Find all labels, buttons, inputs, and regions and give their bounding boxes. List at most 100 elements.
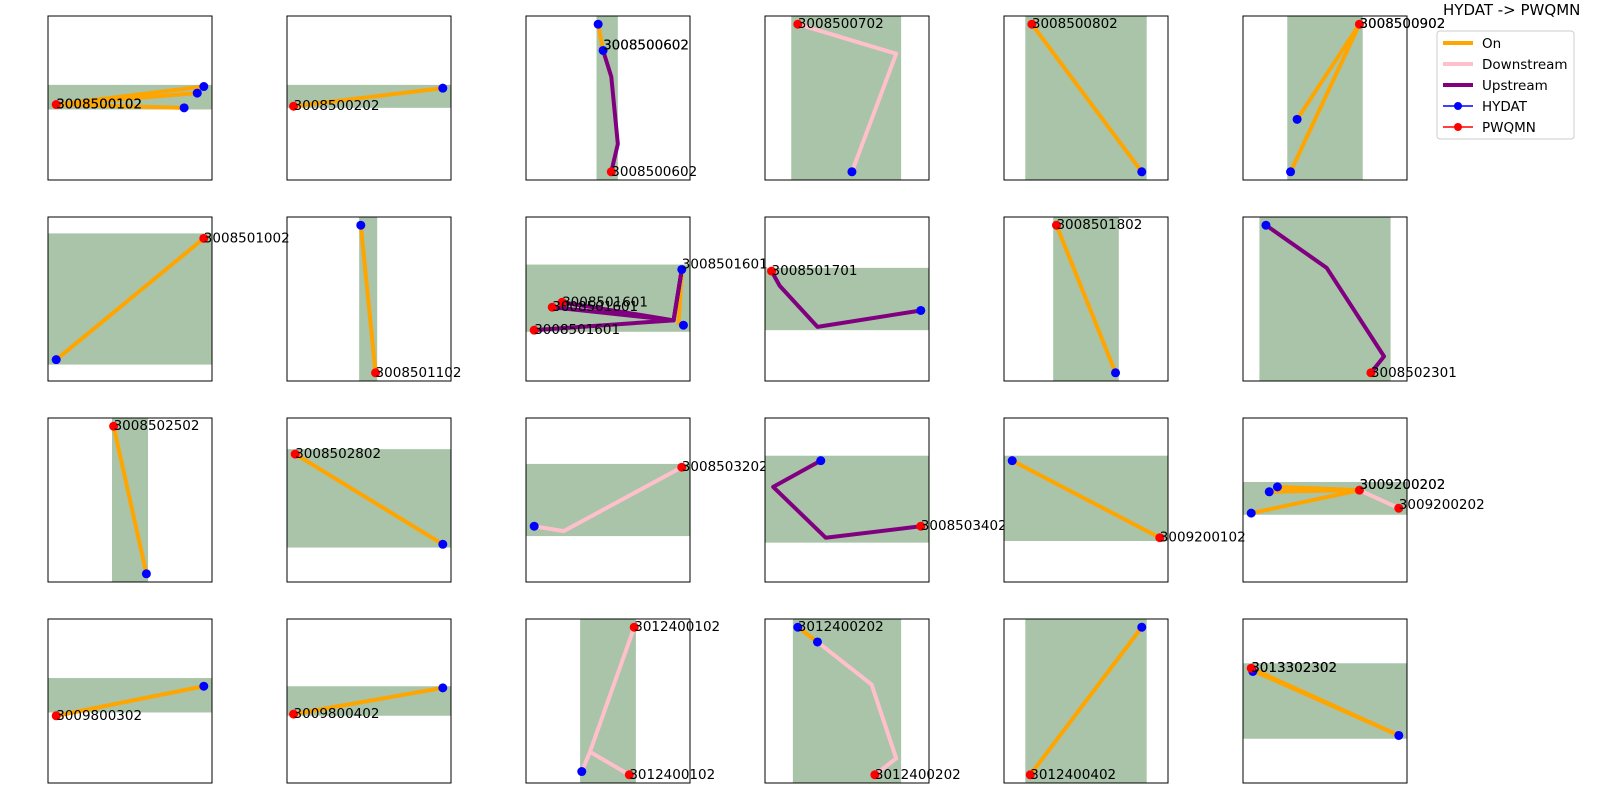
legend-label-on: On — [1482, 36, 1501, 52]
on-path — [54, 236, 206, 362]
station-id-label: 3009800302 — [56, 708, 142, 724]
pwqmn-station-marker — [1246, 663, 1256, 673]
pwqmn-station-marker — [1366, 368, 1376, 378]
pwqmn-station-marker — [870, 770, 880, 780]
upstream-path — [769, 270, 922, 329]
station-id-label: 3008500702 — [798, 16, 884, 32]
panel-10: 3008501701 — [764, 216, 930, 382]
panel-frame — [47, 417, 213, 583]
hydat-station-marker — [1264, 487, 1274, 497]
panel-frame — [286, 618, 452, 784]
on-path — [56, 91, 198, 107]
station-id-label: 3012400202 — [875, 767, 961, 783]
panel-frame — [525, 417, 691, 583]
station-id-label: 3008500602 — [603, 38, 689, 54]
hydat-station-marker — [199, 681, 209, 691]
hydat-station-marker — [1137, 622, 1147, 632]
station-id-label: 3008502301 — [1371, 365, 1457, 381]
pwqmn-station-marker — [1025, 770, 1035, 780]
panel-frame — [286, 216, 452, 382]
on-path — [111, 425, 149, 575]
panel-frame — [525, 618, 691, 784]
hydat-station-marker — [577, 767, 587, 777]
panel-14: 3008502802 — [286, 417, 452, 583]
catchment-band — [791, 16, 902, 180]
panel-17: 3009200102 — [1003, 417, 1246, 583]
station-id-label: 3013302302 — [1251, 660, 1337, 676]
panel-23: 3012400402 — [1003, 618, 1169, 784]
panel-7: 3008501002 — [47, 216, 290, 382]
downstream-path — [797, 22, 899, 173]
panel-15: 3008503202 — [525, 417, 768, 583]
panel-frame — [1003, 417, 1169, 583]
station-id-label: 3008501802 — [1056, 217, 1142, 233]
hydat-station-marker — [141, 569, 151, 579]
on-path — [55, 684, 205, 718]
hydat-station-marker — [1394, 730, 1404, 740]
downstream-path — [816, 640, 899, 777]
panel-frame — [286, 417, 452, 583]
on-path — [1250, 668, 1400, 738]
panel-frame — [1242, 618, 1408, 784]
station-id-label: 3008503402 — [921, 518, 1007, 534]
catchment-band — [1259, 217, 1391, 381]
hydat-station-marker — [51, 355, 61, 365]
panel-11: 3008501802 — [1003, 216, 1169, 382]
on-path — [293, 86, 444, 109]
hydat-station-marker — [192, 88, 202, 98]
pwqmn-station-marker — [1354, 485, 1364, 495]
pwqmn-station-marker — [1354, 19, 1364, 29]
legend-label-hydat: HYDAT — [1482, 99, 1528, 115]
station-id-label: 3008500802 — [1032, 16, 1118, 32]
upstream-path — [561, 269, 684, 323]
on-path — [1054, 224, 1118, 374]
station-id-label: 3008500602 — [611, 164, 697, 180]
station-id-label: 3008502802 — [295, 446, 381, 462]
pwqmn-station-marker — [677, 462, 687, 472]
hydat-station-marker — [199, 82, 209, 92]
hydat-station-marker — [593, 19, 603, 29]
pwqmn-station-marker — [1051, 220, 1061, 230]
panel-frame — [1242, 417, 1408, 583]
station-id-label: 3009200202 — [1359, 477, 1445, 493]
legend-label-upstream: Upstream — [1482, 78, 1548, 94]
panel-20: 3009800402 — [286, 618, 452, 784]
panel-22: 3012400202 3012400202 — [764, 618, 961, 784]
hydat-station-marker — [812, 637, 822, 647]
station-id-label: 3008501601 — [682, 257, 768, 273]
panel-frame — [1003, 618, 1169, 784]
station-id-label: 3008502502 — [114, 418, 200, 434]
panel-16: 3008503402 — [764, 417, 1007, 583]
panel-frame — [764, 15, 930, 181]
pwqmn-station-marker — [557, 297, 567, 307]
station-id-label: 3008500202 — [294, 98, 380, 114]
legend-marker-hydat — [1454, 102, 1462, 110]
pwqmn-station-marker — [606, 167, 616, 177]
hydat-station-marker — [816, 456, 826, 466]
pwqmn-station-marker — [624, 770, 634, 780]
upstream-path — [771, 458, 922, 540]
station-id-label: 3012400402 — [1030, 767, 1116, 783]
downstream-path — [588, 750, 631, 777]
legend: HYDAT -> PWQMN On Downstream Upstream HYDAT… — [1436, 1, 1580, 140]
station-id-label: 3009200102 — [1160, 530, 1246, 546]
legend-marker-pwqmn — [1454, 123, 1462, 131]
panel-frame — [47, 216, 213, 382]
panel-frame — [764, 618, 930, 784]
legend-label-downstream: Downstream — [1482, 57, 1568, 73]
station-id-label: 3008501002 — [204, 230, 290, 246]
pwqmn-station-marker — [767, 266, 777, 276]
hydat-station-marker — [1111, 368, 1121, 378]
station-id-label: 3009200202 — [1359, 477, 1445, 493]
pwqmn-station-marker — [1027, 19, 1037, 29]
station-id-label: 3008501701 — [772, 263, 858, 279]
pwqmn-station-marker — [51, 100, 61, 110]
hydat-station-marker — [529, 521, 539, 531]
station-id-label: 3008500602 — [603, 38, 689, 54]
